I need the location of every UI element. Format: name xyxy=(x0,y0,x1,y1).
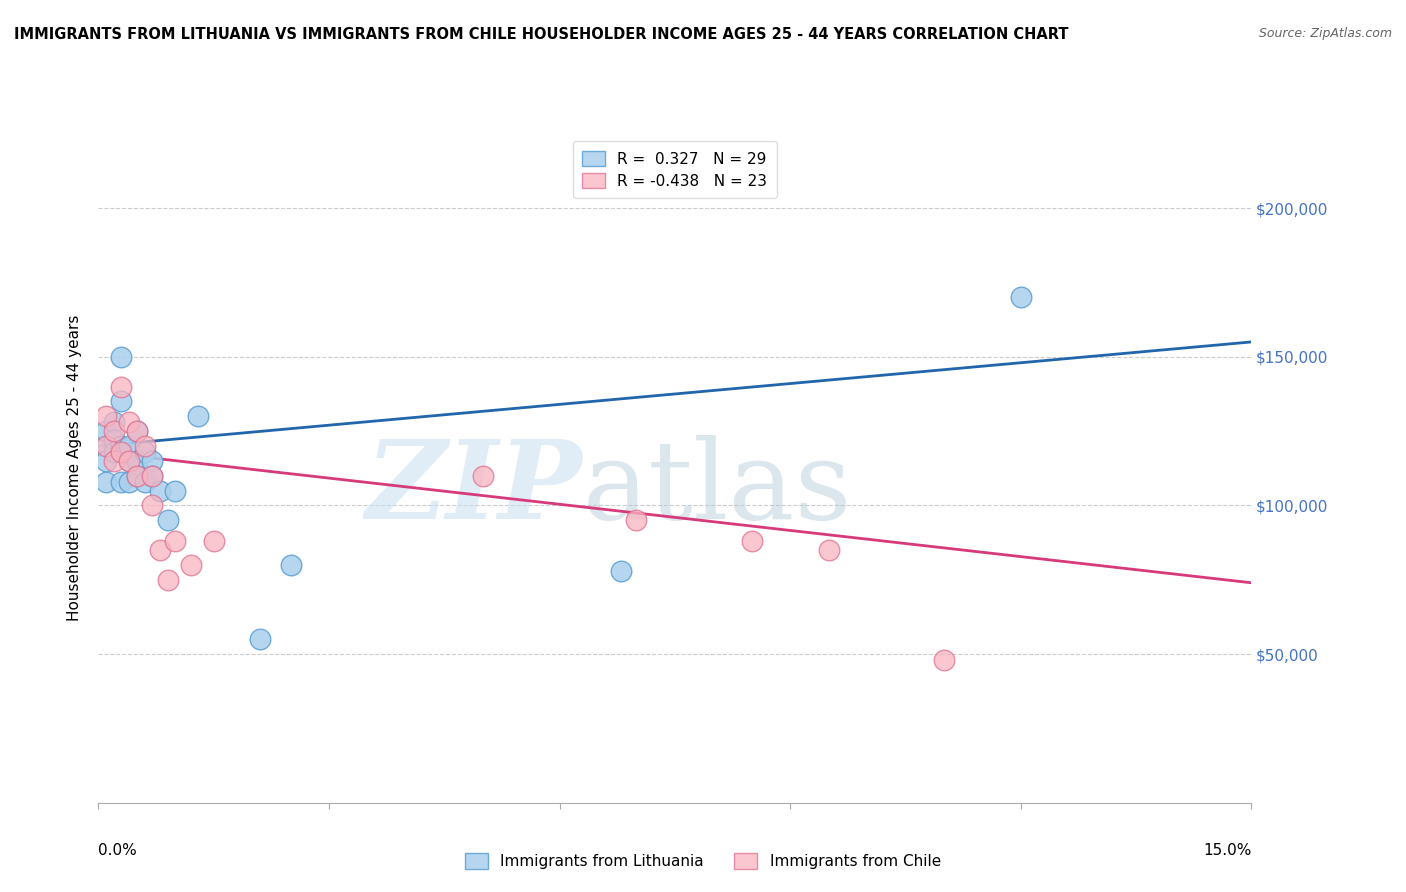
Point xyxy=(118,454,141,468)
Point xyxy=(141,499,163,513)
Point xyxy=(149,543,172,558)
Point xyxy=(103,424,125,438)
Point xyxy=(932,653,955,667)
Point xyxy=(817,543,839,558)
Point xyxy=(249,632,271,647)
Point xyxy=(156,513,179,527)
Point xyxy=(118,415,141,429)
Point xyxy=(280,558,302,572)
Point xyxy=(149,483,172,498)
Point xyxy=(125,424,148,438)
Legend: Immigrants from Lithuania, Immigrants from Chile: Immigrants from Lithuania, Immigrants fr… xyxy=(458,847,948,875)
Point xyxy=(187,409,209,424)
Point xyxy=(165,483,187,498)
Point xyxy=(156,573,179,587)
Point xyxy=(741,534,763,549)
Point xyxy=(141,468,163,483)
Point xyxy=(118,454,141,468)
Y-axis label: Householder Income Ages 25 - 44 years: Householder Income Ages 25 - 44 years xyxy=(67,315,83,622)
Text: 15.0%: 15.0% xyxy=(1204,843,1251,858)
Point xyxy=(103,433,125,447)
Point xyxy=(103,445,125,459)
Point xyxy=(103,415,125,429)
Point xyxy=(125,424,148,438)
Point xyxy=(141,468,163,483)
Point xyxy=(141,454,163,468)
Point xyxy=(103,454,125,468)
Point xyxy=(471,468,494,483)
Point xyxy=(110,379,132,393)
Point xyxy=(610,564,633,578)
Legend: R =  0.327   N = 29, R = -0.438   N = 23: R = 0.327 N = 29, R = -0.438 N = 23 xyxy=(574,142,776,198)
Point xyxy=(110,394,132,409)
Point xyxy=(134,475,156,489)
Point xyxy=(118,439,141,453)
Point xyxy=(110,350,132,364)
Point xyxy=(94,424,117,438)
Point xyxy=(180,558,202,572)
Point xyxy=(94,409,117,424)
Point xyxy=(110,439,132,453)
Point xyxy=(134,445,156,459)
Point xyxy=(110,445,132,459)
Point xyxy=(134,439,156,453)
Point xyxy=(1010,290,1032,304)
Point xyxy=(125,468,148,483)
Point xyxy=(125,454,148,468)
Point xyxy=(94,439,117,453)
Point xyxy=(94,475,117,489)
Text: atlas: atlas xyxy=(582,435,852,541)
Point xyxy=(110,475,132,489)
Point xyxy=(125,468,148,483)
Point xyxy=(202,534,225,549)
Text: ZIP: ZIP xyxy=(366,434,582,542)
Text: 0.0%: 0.0% xyxy=(98,843,138,858)
Point xyxy=(118,475,141,489)
Point xyxy=(94,454,117,468)
Text: Source: ZipAtlas.com: Source: ZipAtlas.com xyxy=(1258,27,1392,40)
Point xyxy=(626,513,648,527)
Point xyxy=(165,534,187,549)
Text: IMMIGRANTS FROM LITHUANIA VS IMMIGRANTS FROM CHILE HOUSEHOLDER INCOME AGES 25 - : IMMIGRANTS FROM LITHUANIA VS IMMIGRANTS … xyxy=(14,27,1069,42)
Point xyxy=(94,439,117,453)
